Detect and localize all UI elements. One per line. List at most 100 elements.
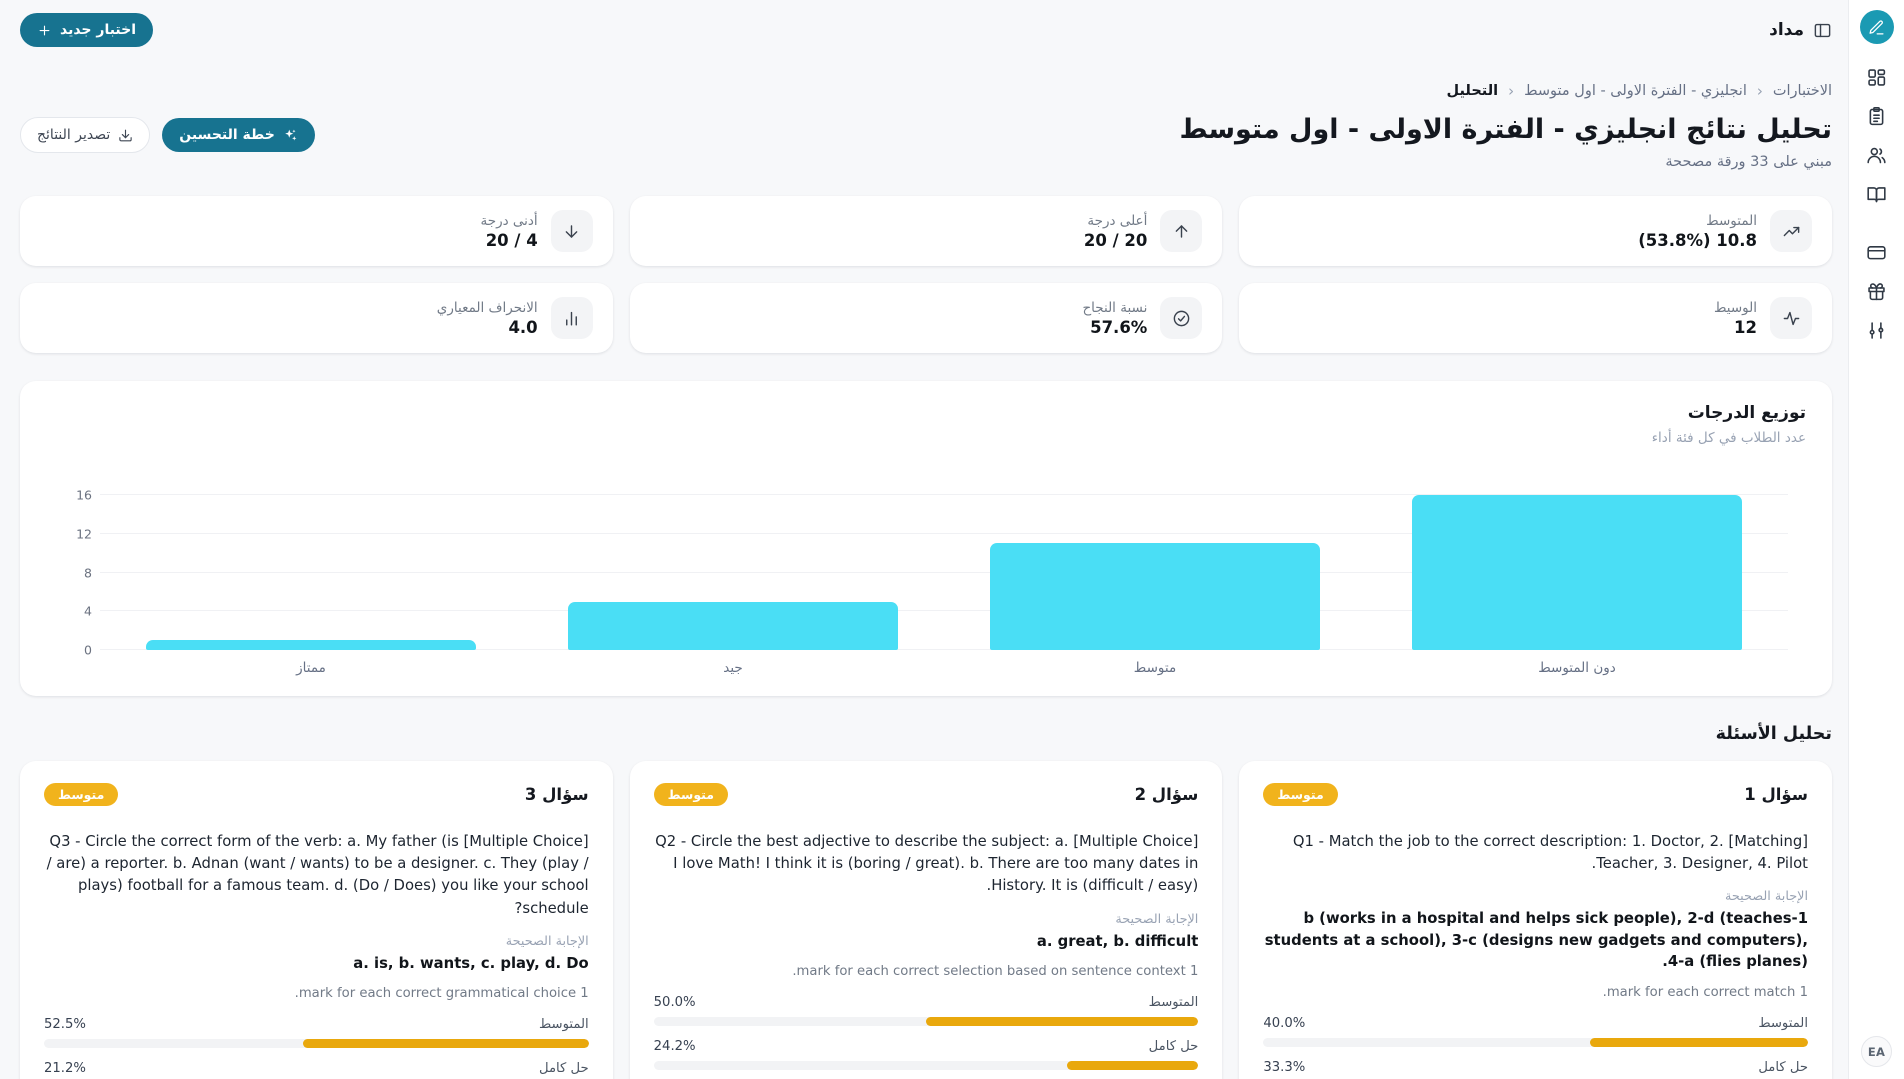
sidebar-nav-primary [1865,65,1889,206]
marking-note: 1 mark for each correct grammatical choi… [294,986,589,1002]
question-difficulty-badge: متوسط [1263,783,1338,806]
main-content: مداد اختبار جديد الاختبارات ‹ انجليزي - ال… [20,13,1832,1079]
x-axis-category-label: ممتاز [296,660,326,676]
y-axis-tick-label: 12 [76,526,92,542]
bar-slot [944,472,1366,650]
question-metric: المتوسط 40.0% [1263,1016,1808,1047]
question-type-tag: [Multiple Choice] [463,833,589,850]
metric-label: حل كامل [538,1061,589,1077]
stat-label: المتوسط [1706,212,1757,229]
metric-label: المتوسط [1148,995,1199,1011]
sidebar-item-credit-card-icon[interactable] [1865,240,1889,264]
stat-card: المتوسط 10.8 (53.8%) [1239,196,1832,266]
question-difficulty-badge: متوسط [653,783,729,806]
breadcrumb-item[interactable]: انجليزي - الفترة الاولى - اول متوسط [1524,83,1747,99]
sidebar-item-book-open-icon[interactable] [1865,182,1889,206]
stat-label: الانحراف المعياري [436,299,538,316]
chart-gridline [100,571,1788,573]
metric-value: 33.3% [1263,1059,1306,1075]
stat-label: أدنى درجة [480,212,538,229]
chart-gridline [100,532,1788,534]
x-axis-category-label: متوسط [1133,660,1177,676]
bar-slot [100,472,522,650]
bar-دون المتوسط[interactable] [1412,495,1742,650]
breadcrumb-item[interactable]: الاختبارات [1772,83,1832,99]
question-number: سؤال 2 [1134,785,1199,804]
stat-value: 57.6% [1090,317,1148,337]
bar-جيد[interactable] [568,601,898,650]
question-metric: حل كامل 21.2% [44,1061,589,1079]
stat-card: الوسيط 12 [1239,283,1832,353]
bar-slot [1366,472,1788,650]
metric-label: المتوسط [1758,1015,1808,1031]
stat-card: أدنى درجة 4 / 20 [20,196,613,266]
export-results-label: تصدير النتائج [37,127,111,143]
header-actions: خطة التحسين تصدير النتائج [20,114,315,153]
stat-value: 20 / 20 [1083,230,1148,250]
stat-card: الانحراف المعياري 4.0 [20,283,613,353]
export-results-button[interactable]: تصدير النتائج [20,117,151,153]
question-metric: حل كامل 24.2% [653,1039,1199,1071]
improvement-plan-button[interactable]: خطة التحسين [162,118,315,152]
brand: مداد [1769,20,1832,40]
y-axis-tick-label: 16 [76,487,92,503]
metric-progress-track [653,1061,1199,1071]
question-card: سؤال 2 متوسط [Multiple Choice] Q2 - Circ… [629,761,1223,1079]
stat-value: 4 / 20 [485,230,538,250]
metric-value: 50.0% [653,995,696,1011]
metric-value: 21.2% [44,1061,86,1077]
marking-note: 1 mark for each correct match. [1602,984,1808,1000]
sidebar-item-dashboard-icon[interactable] [1865,65,1889,89]
metric-progress-fill [926,1017,1199,1027]
stat-card: أعلى درجة 20 / 20 [629,196,1223,266]
stat-value: 4.0 [508,317,538,337]
correct-answer-text: a. is, b. wants, c. play, d. Do [353,954,589,972]
stat-value: 10.8 (53.8%) [1638,230,1757,250]
question-type-tag: [Matching] [1728,833,1808,850]
chart-title: توزيع الدرجات [1687,403,1806,423]
question-text: [Multiple Choice] Q2 - Circle the best a… [655,833,1199,895]
sidebar-item-users-icon[interactable] [1865,143,1889,167]
metric-progress-track [44,1039,589,1049]
sidebar-nav-secondary [1865,240,1889,342]
correct-answer-label: الإجابة الصحيحة [505,933,589,949]
arrow-down-icon [550,210,593,252]
bar-متوسط[interactable] [990,543,1320,650]
new-test-label: اختبار جديد [60,22,137,38]
question-number: سؤال 3 [524,785,589,804]
metric-label: حل كامل [1758,1059,1808,1075]
stat-label: نسبة النجاح [1082,299,1148,316]
metric-progress-fill [1066,1061,1199,1071]
breadcrumb: الاختبارات ‹ انجليزي - الفترة الاولى - اول… [20,82,1832,100]
chart-plot-area: 0 4 8 12 16 [76,472,1788,658]
questions-grid: سؤال 1 متوسط [Matching] Q1 - Match the j… [20,761,1832,1079]
app-name: مداد [1769,20,1804,40]
trending-up-icon [1770,210,1812,252]
metric-label: حل كامل [1148,1039,1199,1055]
sidebar-item-clipboard-icon[interactable] [1865,104,1889,128]
new-test-button[interactable]: اختبار جديد [20,13,154,47]
panel-toggle-icon[interactable] [1813,21,1832,40]
chart-bars [100,472,1788,650]
metric-progress-track [1263,1037,1808,1047]
question-metric: المتوسط 52.5% [44,1017,589,1049]
chart-gridline [100,649,1788,650]
plus-icon [37,23,52,38]
question-text: [Multiple Choice] Q3 - Circle the correc… [46,833,589,917]
chart-gridline [100,494,1788,495]
bar-ممتاز[interactable] [146,640,476,650]
bar-chart-icon [550,297,593,339]
metric-progress-track [653,1017,1199,1027]
check-circle-icon [1160,297,1203,339]
chart-category-axis: دون المتوسط متوسط جيد ممتاز [100,660,1788,676]
question-metric: المتوسط 50.0% [653,995,1199,1027]
app-logo-pencil-icon[interactable] [1859,10,1894,44]
sidebar-item-sliders-icon[interactable] [1865,318,1889,342]
metric-progress-fill [302,1039,589,1049]
question-number: سؤال 1 [1744,785,1808,804]
user-avatar[interactable]: EA [1861,1036,1892,1067]
questions-section-heading: تحليل الأسئلة [1715,724,1832,744]
sidebar-item-gift-icon[interactable] [1865,279,1889,303]
score-distribution-card: توزيع الدرجات عدد الطلاب في كل فئة أداء … [20,381,1832,696]
